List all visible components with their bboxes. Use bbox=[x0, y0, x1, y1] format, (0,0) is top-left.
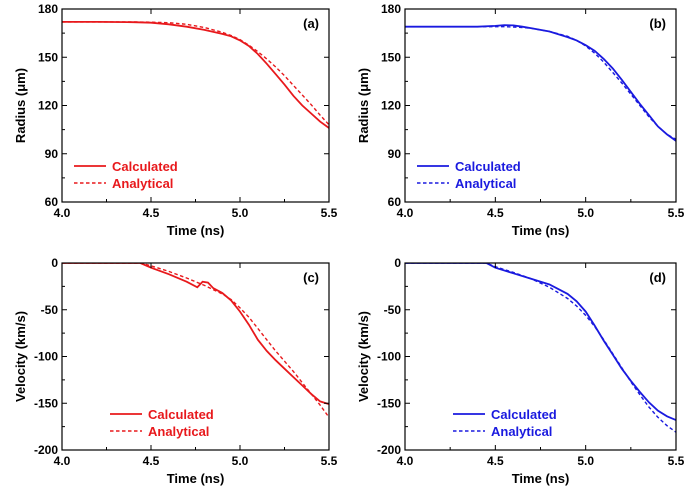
y-tick-label: 150 bbox=[381, 50, 401, 64]
legend: Calculated Analytical bbox=[74, 159, 178, 191]
axes-frame bbox=[404, 8, 677, 203]
chart-panel-a: 4.0 4.5 5.0 5.5 60 90 120 150 180 Time (ns) Radius… bbox=[13, 2, 338, 238]
series-line-calculated bbox=[62, 21, 329, 129]
y-axis-label: Radius (μm) bbox=[356, 68, 371, 143]
chart-panel-c: 4.0 4.5 5.0 5.5 -200 -150 -100 -50 0 Time (ns) Vel… bbox=[13, 256, 338, 486]
legend: Calculated Analytical bbox=[110, 407, 214, 439]
panel-label: (d) bbox=[649, 270, 666, 285]
x-tick-label: 4.0 bbox=[397, 454, 414, 468]
y-axis-label: Velocity (km/s) bbox=[356, 311, 371, 402]
legend: Calculated Analytical bbox=[453, 407, 557, 439]
x-axis-label: Time (ns) bbox=[512, 471, 570, 486]
y-tick-label: 90 bbox=[45, 147, 59, 161]
x-tick-label: 4.0 bbox=[54, 454, 71, 468]
chart-panel-d: 4.0 4.5 5.0 5.5 -200 -150 -100 -50 0 Time (ns) Vel… bbox=[356, 256, 685, 486]
series-line-analytical bbox=[405, 263, 676, 433]
x-tick-label: 5.5 bbox=[668, 454, 685, 468]
legend-label-calculated: Calculated bbox=[148, 407, 214, 422]
series-line-calculated bbox=[62, 263, 329, 406]
legend-label-calculated: Calculated bbox=[112, 159, 178, 174]
x-axis-label: Time (ns) bbox=[512, 223, 570, 238]
x-tick-label: 5.0 bbox=[577, 206, 594, 220]
legend: Calculated Analytical bbox=[417, 159, 521, 191]
x-tick-label: 4.5 bbox=[143, 454, 160, 468]
chart-panel-b: 4.0 4.5 5.0 5.5 60 90 120 150 180 Time (ns) Radius… bbox=[356, 2, 685, 238]
x-tick-label: 5.0 bbox=[232, 454, 249, 468]
series-line-analytical bbox=[62, 263, 329, 418]
legend-label-analytical: Analytical bbox=[148, 424, 209, 439]
x-axis-label: Time (ns) bbox=[167, 223, 225, 238]
x-tick-label: 4.0 bbox=[397, 206, 414, 220]
y-tick-label: 0 bbox=[51, 256, 58, 270]
y-tick-label: -150 bbox=[34, 396, 58, 410]
y-tick-label: -100 bbox=[34, 350, 58, 364]
panel-label: (b) bbox=[649, 16, 666, 31]
legend-label-analytical: Analytical bbox=[455, 176, 516, 191]
y-tick-label: 60 bbox=[388, 195, 402, 209]
legend-label-calculated: Calculated bbox=[491, 407, 557, 422]
panel-label: (c) bbox=[303, 270, 319, 285]
series-line-calculated bbox=[405, 24, 676, 142]
series-line-analytical bbox=[62, 21, 329, 126]
x-tick-label: 4.5 bbox=[487, 206, 504, 220]
legend-label-analytical: Analytical bbox=[112, 176, 173, 191]
x-tick-label: 5.5 bbox=[321, 454, 338, 468]
series-line-calculated bbox=[405, 263, 676, 421]
x-axis-label: Time (ns) bbox=[167, 471, 225, 486]
y-axis-label: Radius (μm) bbox=[13, 68, 28, 143]
y-tick-label: 180 bbox=[381, 2, 401, 16]
x-tick-label: 5.0 bbox=[577, 454, 594, 468]
y-tick-label: 60 bbox=[45, 195, 59, 209]
y-tick-label: -100 bbox=[377, 350, 401, 364]
y-tick-label: -50 bbox=[384, 303, 402, 317]
x-tick-label: 5.0 bbox=[232, 206, 249, 220]
x-tick-label: 4.0 bbox=[54, 206, 71, 220]
y-tick-label: 120 bbox=[38, 99, 58, 113]
x-tick-label: 4.5 bbox=[487, 454, 504, 468]
y-tick-label: -200 bbox=[34, 443, 58, 457]
series-line-analytical bbox=[405, 26, 676, 140]
x-tick-label: 4.5 bbox=[143, 206, 160, 220]
x-tick-label: 5.5 bbox=[668, 206, 685, 220]
y-tick-label: 0 bbox=[394, 256, 401, 270]
y-tick-label: 90 bbox=[388, 147, 402, 161]
y-tick-label: -200 bbox=[377, 443, 401, 457]
legend-label-analytical: Analytical bbox=[491, 424, 552, 439]
y-axis-label: Velocity (km/s) bbox=[13, 311, 28, 402]
y-tick-label: -150 bbox=[377, 396, 401, 410]
y-tick-label: 150 bbox=[38, 50, 58, 64]
x-tick-label: 5.5 bbox=[321, 206, 338, 220]
axes-frame bbox=[61, 8, 330, 203]
legend-label-calculated: Calculated bbox=[455, 159, 521, 174]
panel-label: (a) bbox=[303, 16, 319, 31]
y-tick-label: 120 bbox=[381, 99, 401, 113]
y-tick-label: -50 bbox=[41, 303, 59, 317]
y-tick-label: 180 bbox=[38, 2, 58, 16]
